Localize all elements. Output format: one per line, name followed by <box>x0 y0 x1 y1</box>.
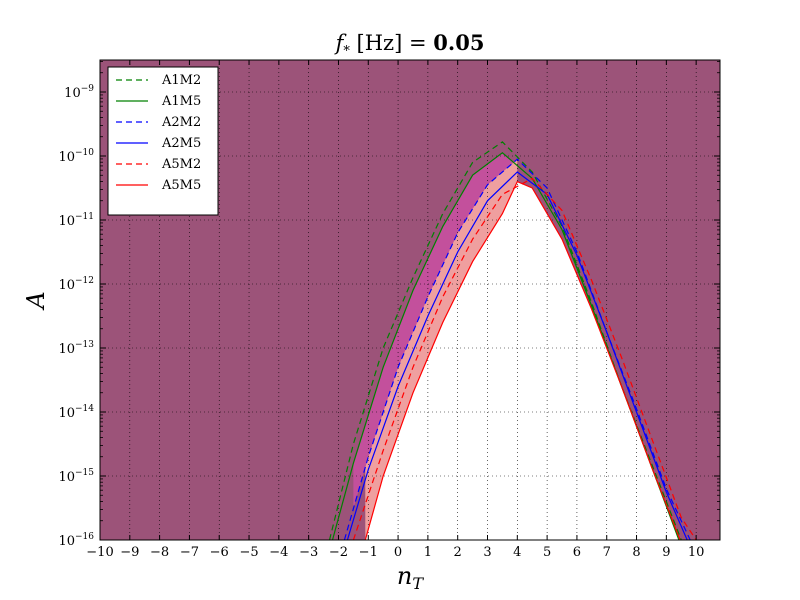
plot-frame <box>99 59 721 541</box>
legend-item-a5m2: A5M2 <box>116 157 201 172</box>
x-tick-label: 3 <box>483 545 491 560</box>
x-tick-label: 6 <box>573 545 581 560</box>
y-tick-label: 10−9 <box>64 84 94 101</box>
legend-label: A2M5 <box>161 136 201 151</box>
x-tick-label: −9 <box>120 545 139 560</box>
y-tick-label: 10−15 <box>58 468 94 485</box>
y-tick-label: 10−16 <box>58 532 94 549</box>
y-tick-label: 10−13 <box>58 340 94 357</box>
legend-label: A1M5 <box>161 94 201 109</box>
x-tick-label: −1 <box>359 545 378 560</box>
series-layer <box>328 141 697 540</box>
series-line-a2m5 <box>346 171 688 540</box>
x-tick-label: 1 <box>424 545 432 560</box>
x-tick-label: 8 <box>632 545 640 560</box>
series-line-a1m2 <box>328 141 682 540</box>
x-tick-label: −7 <box>180 545 199 560</box>
legend-item-a1m5: A1M5 <box>116 94 201 109</box>
x-tick-label: −6 <box>210 545 229 560</box>
band-a2m2-a5m5 <box>365 159 518 540</box>
x-tick-label: 2 <box>454 545 462 560</box>
y-tick-label: 10−10 <box>58 148 94 165</box>
x-tick-label: −3 <box>299 545 318 560</box>
x-tick-label: 4 <box>513 545 521 560</box>
legend-label: A1M2 <box>161 73 201 88</box>
x-tick-label: 5 <box>543 545 551 560</box>
legend-label: A5M5 <box>161 178 201 193</box>
y-tick-label: 10−12 <box>58 276 94 293</box>
y-tick-label: 10−11 <box>58 212 94 229</box>
x-tick-label: −4 <box>269 545 288 560</box>
x-tick-label: −8 <box>150 545 169 560</box>
x-tick-label: 10 <box>688 545 705 560</box>
allowed-region <box>365 181 694 540</box>
x-tick-label: −5 <box>239 545 258 560</box>
y-tick-label: 10−14 <box>58 404 94 421</box>
legend-label: A5M2 <box>161 157 201 172</box>
legend: A1M2 A1M5 A2M2 A2M5 A5M2 A5M5 <box>107 66 219 216</box>
legend-item-a5m5: A5M5 <box>116 178 201 193</box>
legend-box <box>107 66 219 216</box>
series-line-a2m2 <box>343 158 691 540</box>
legend-label: A2M2 <box>161 115 201 130</box>
x-axis-label: nT <box>397 562 424 593</box>
y-axis: 10−16 10−15 10−14 10−13 10−12 10−11 10−10 10−9 <box>58 61 720 549</box>
x-tick-label: 9 <box>662 545 670 560</box>
x-tick-label: −2 <box>329 545 348 560</box>
legend-item-a1m2: A1M2 <box>116 73 201 88</box>
y-axis-label: A <box>22 291 50 310</box>
chart-title: f* [Hz] = 0.05 <box>334 30 485 59</box>
legend-item-a2m2: A2M2 <box>116 115 201 130</box>
x-tick-label: 7 <box>603 545 611 560</box>
x-axis: −10 −9 −8 −7 −6 −5 −4 −3 −2 −1 0 1 2 3 4 5 6 7 8 9 10 <box>86 60 704 560</box>
grid <box>100 60 720 540</box>
legend-item-a2m5: A2M5 <box>116 136 201 151</box>
x-tick-label: 0 <box>394 545 402 560</box>
series-line-a5m5 <box>364 180 694 540</box>
series-line-a5m2 <box>352 177 697 540</box>
x-tick-label: −10 <box>86 545 113 560</box>
